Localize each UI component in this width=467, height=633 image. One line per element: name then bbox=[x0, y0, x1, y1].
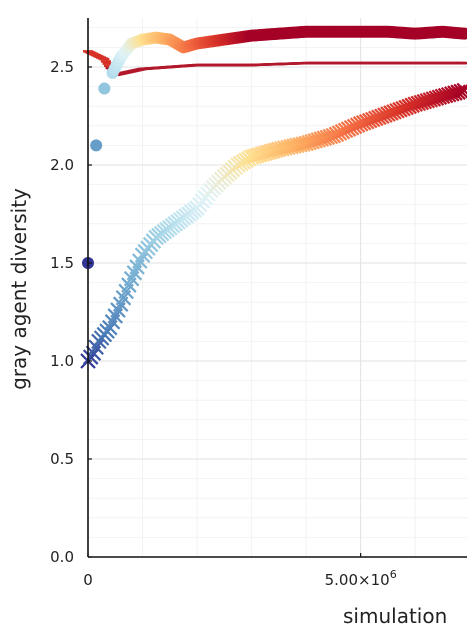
cross-point bbox=[286, 138, 302, 154]
cross-stroke bbox=[271, 141, 287, 158]
cross-stroke bbox=[277, 140, 293, 156]
cross-stroke bbox=[286, 138, 302, 154]
y-tick-label: 0.0 bbox=[50, 548, 74, 566]
cross-stroke bbox=[280, 139, 296, 156]
cross-series bbox=[80, 82, 467, 369]
cross-stroke bbox=[456, 86, 467, 99]
cross-stroke bbox=[295, 136, 311, 152]
circle-point bbox=[98, 82, 111, 95]
cross-point bbox=[274, 140, 290, 157]
cross-point bbox=[277, 140, 293, 156]
y-tick-label: 1.5 bbox=[50, 254, 74, 272]
dash-series bbox=[83, 50, 467, 77]
y-tick-label: 1.0 bbox=[50, 352, 74, 370]
cross-point bbox=[271, 141, 287, 158]
y-tick-labels: 0.0 0.5 1.0 1.5 2.0 2.5 bbox=[50, 58, 92, 566]
x-axis-label: simulation bbox=[343, 604, 447, 628]
circle-point bbox=[458, 27, 467, 40]
circle-point bbox=[90, 139, 103, 152]
cross-point bbox=[280, 139, 296, 156]
y-tick-label: 0.5 bbox=[50, 450, 74, 468]
cross-point bbox=[295, 136, 311, 152]
cross-stroke bbox=[453, 83, 467, 100]
cross-stroke bbox=[292, 136, 308, 153]
x-tick-labels: 0 5.00×106 bbox=[83, 553, 397, 589]
cross-stroke bbox=[274, 140, 290, 157]
y-tick-label: 2.5 bbox=[50, 58, 74, 76]
circle-series bbox=[82, 25, 467, 269]
y-tick-label: 2.0 bbox=[50, 156, 74, 174]
cross-point bbox=[292, 136, 308, 153]
cross-point bbox=[283, 138, 299, 155]
cross-point bbox=[456, 82, 467, 99]
cross-stroke bbox=[289, 137, 305, 154]
x-tick-label: 0 bbox=[83, 571, 93, 589]
cross-point bbox=[289, 137, 305, 154]
x-tick-label: 5.00×106 bbox=[325, 568, 397, 589]
y-axis-label: gray agent diversity bbox=[7, 188, 31, 390]
cross-point bbox=[453, 83, 467, 100]
cross-stroke bbox=[283, 138, 299, 155]
